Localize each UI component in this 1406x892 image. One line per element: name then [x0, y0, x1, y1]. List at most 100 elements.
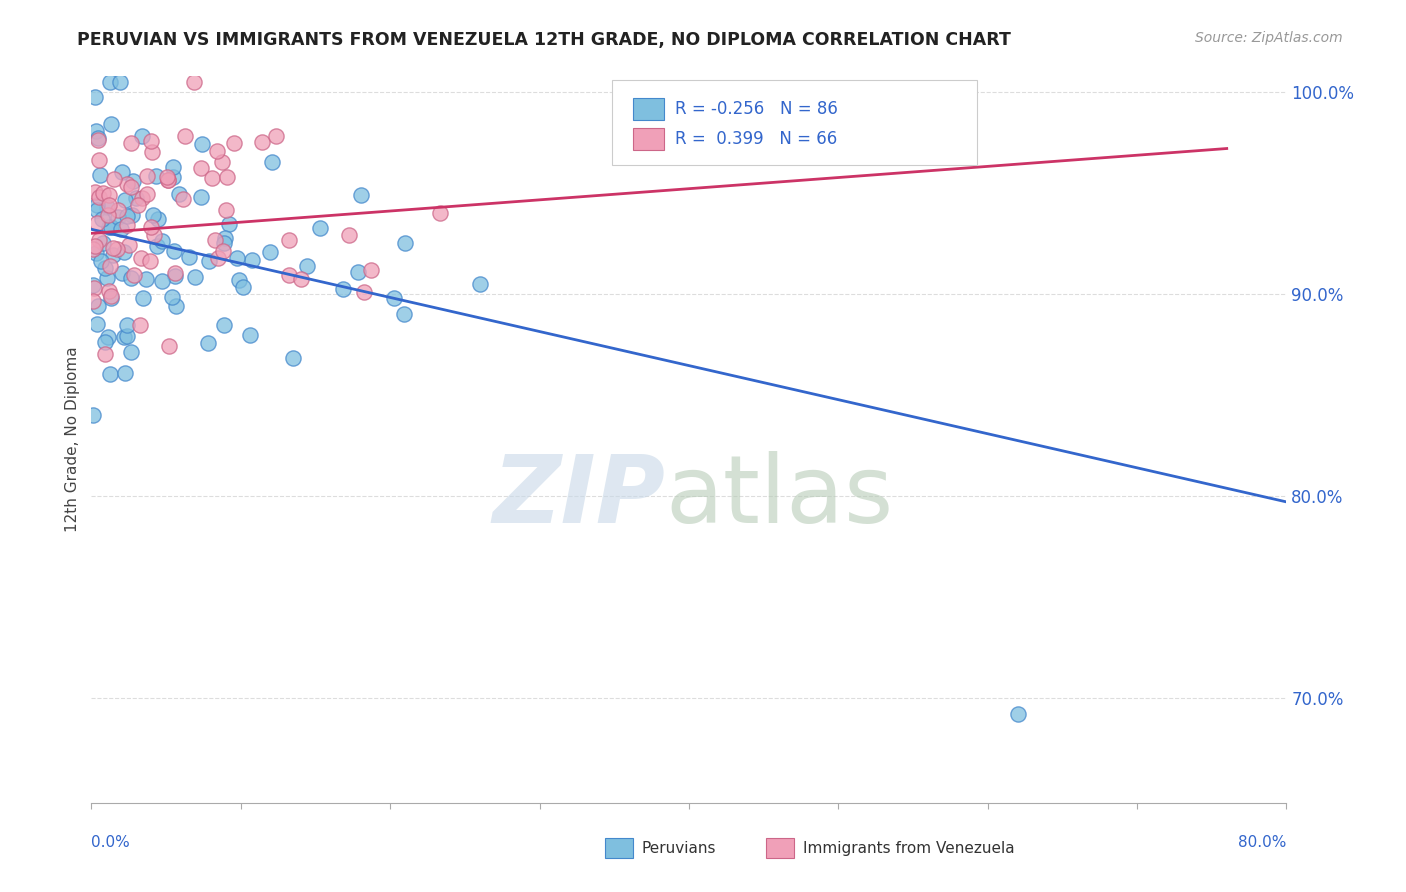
Point	[212, 244, 235, 258]
Point	[89, 169, 111, 183]
Point	[238, 328, 260, 343]
Point	[124, 191, 146, 205]
Point	[82, 242, 104, 256]
Point	[162, 169, 184, 184]
Point	[156, 169, 179, 184]
Point	[217, 169, 239, 184]
Point	[87, 234, 110, 248]
Text: R = -0.256   N = 86: R = -0.256 N = 86	[675, 100, 838, 119]
Point	[240, 252, 263, 267]
Point	[94, 347, 117, 361]
Point	[82, 277, 104, 292]
Point	[228, 273, 250, 287]
Text: atlas: atlas	[665, 451, 893, 543]
Point	[259, 244, 281, 259]
Point	[131, 191, 153, 205]
Point	[205, 144, 228, 158]
Point	[131, 129, 153, 144]
Point	[86, 317, 108, 331]
Point	[87, 299, 110, 313]
Point	[277, 233, 299, 247]
Point	[332, 282, 354, 296]
Point	[160, 290, 183, 304]
Point	[165, 269, 187, 284]
Text: Immigrants from Venezuela: Immigrants from Venezuela	[803, 841, 1015, 855]
Point	[98, 188, 121, 202]
Point	[117, 318, 139, 332]
Point	[142, 208, 165, 222]
Point	[174, 129, 197, 144]
Point	[260, 154, 283, 169]
Point	[136, 169, 159, 183]
Point	[86, 198, 108, 212]
Point	[83, 281, 105, 295]
Point	[190, 136, 212, 151]
Point	[177, 250, 200, 264]
Point	[190, 161, 212, 175]
Point	[252, 135, 274, 149]
Point	[120, 179, 142, 194]
Text: ZIP: ZIP	[492, 451, 665, 543]
Point	[145, 169, 167, 183]
Point	[100, 289, 122, 303]
Point	[111, 266, 134, 280]
Point	[232, 279, 254, 293]
Point	[122, 174, 145, 188]
Point	[84, 124, 107, 138]
Point	[295, 259, 318, 273]
Point	[83, 89, 105, 103]
Point	[222, 136, 245, 151]
Point	[277, 268, 299, 283]
Point	[207, 252, 229, 266]
Point	[141, 145, 163, 159]
Point	[150, 234, 173, 248]
Point	[86, 133, 108, 147]
Point	[100, 291, 122, 305]
Point	[215, 203, 238, 218]
Point	[309, 221, 332, 235]
Point	[91, 186, 114, 200]
Point	[1007, 706, 1029, 721]
Point	[107, 211, 129, 225]
Point	[90, 254, 112, 268]
Text: 0.0%: 0.0%	[91, 836, 131, 850]
Point	[94, 334, 117, 349]
Point	[212, 318, 235, 332]
Point	[197, 336, 219, 351]
Point	[91, 211, 114, 226]
Point	[264, 128, 287, 143]
Text: 80.0%: 80.0%	[1239, 836, 1286, 850]
Point	[98, 284, 121, 298]
Point	[146, 239, 169, 253]
Point	[87, 131, 110, 145]
Point	[122, 268, 145, 282]
Point	[118, 237, 141, 252]
Point	[101, 241, 124, 255]
Point	[394, 307, 416, 321]
Point	[128, 318, 150, 332]
Point	[163, 266, 186, 280]
Text: Source: ZipAtlas.com: Source: ZipAtlas.com	[1195, 31, 1343, 45]
Point	[84, 185, 107, 199]
Point	[347, 265, 370, 279]
Point	[96, 271, 118, 285]
Point	[115, 210, 138, 224]
Point	[82, 293, 104, 308]
Point	[112, 330, 135, 344]
Point	[94, 260, 117, 275]
Point	[150, 274, 173, 288]
Point	[127, 198, 149, 212]
Point	[394, 235, 416, 250]
Point	[86, 215, 108, 229]
Point	[91, 236, 114, 251]
Point	[96, 200, 118, 214]
Point	[107, 202, 129, 217]
Point	[112, 245, 135, 260]
Point	[353, 285, 375, 299]
Point	[201, 171, 224, 186]
Point	[97, 208, 120, 222]
Point	[132, 291, 155, 305]
Point	[350, 188, 373, 202]
Point	[114, 193, 136, 207]
Point	[146, 212, 169, 227]
